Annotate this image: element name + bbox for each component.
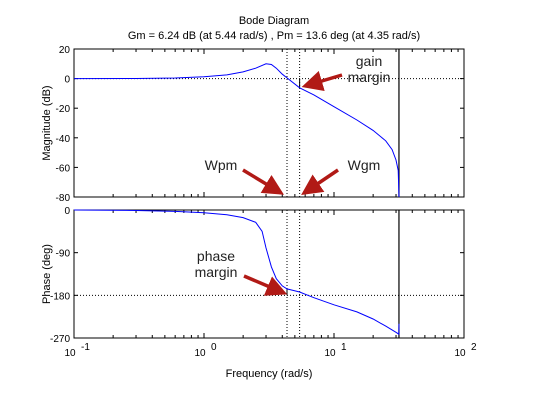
phase-ytick-label: -90 (56, 249, 71, 260)
wgm-label: Wgm (348, 157, 381, 173)
phase-margin-label-1: phase (197, 248, 235, 264)
magnitude-curve (73, 63, 400, 198)
magnitude-ytick-label: -20 (56, 104, 71, 115)
x-tick-exponent: 1 (341, 342, 347, 353)
magnitude-ytick-label: 0 (64, 75, 70, 86)
phase-ytick-label: -270 (50, 334, 70, 345)
gain-margin-label-2: margin (348, 69, 391, 85)
magnitude-ylabel: Magnitude (dB) (41, 85, 53, 160)
magnitude-ytick-label: -80 (56, 193, 71, 204)
x-tick-exponent: 0 (211, 342, 217, 353)
magnitude-ytick-label: -40 (56, 134, 71, 145)
frequency-xlabel: Frequency (rad/s) (226, 368, 313, 380)
phase-ytick-label: 0 (64, 206, 70, 217)
x-tick-label: 10 (324, 348, 336, 359)
wpm-arrow (242, 168, 284, 195)
wgm-arrow (301, 168, 339, 195)
chart-subtitle: Gm = 6.24 dB (at 5.44 rad/s) , Pm = 13.6… (128, 30, 420, 42)
phase-ytick-label: -180 (50, 291, 70, 302)
magnitude-ytick-label: -60 (56, 163, 71, 174)
x-tick-label: 10 (64, 348, 76, 359)
wpm-label: Wpm (205, 157, 238, 173)
phase-margin-arrow (243, 274, 288, 296)
magnitude-ytick-label: 20 (59, 45, 71, 56)
x-tick-exponent: 2 (471, 342, 477, 353)
x-tick-exponent: -1 (81, 342, 90, 353)
gain-margin-label-1: gain (356, 53, 382, 69)
chart-title: Bode Diagram (239, 15, 309, 27)
phase-margin-label-2: margin (195, 264, 238, 280)
phase-axes (73, 209, 465, 339)
magnitude-axes (73, 48, 465, 198)
gain-margin-arrow (301, 70, 343, 92)
x-tick-label: 10 (194, 348, 206, 359)
phase-ylabel: Phase (deg) (41, 244, 53, 304)
x-tick-label: 10 (454, 348, 466, 359)
